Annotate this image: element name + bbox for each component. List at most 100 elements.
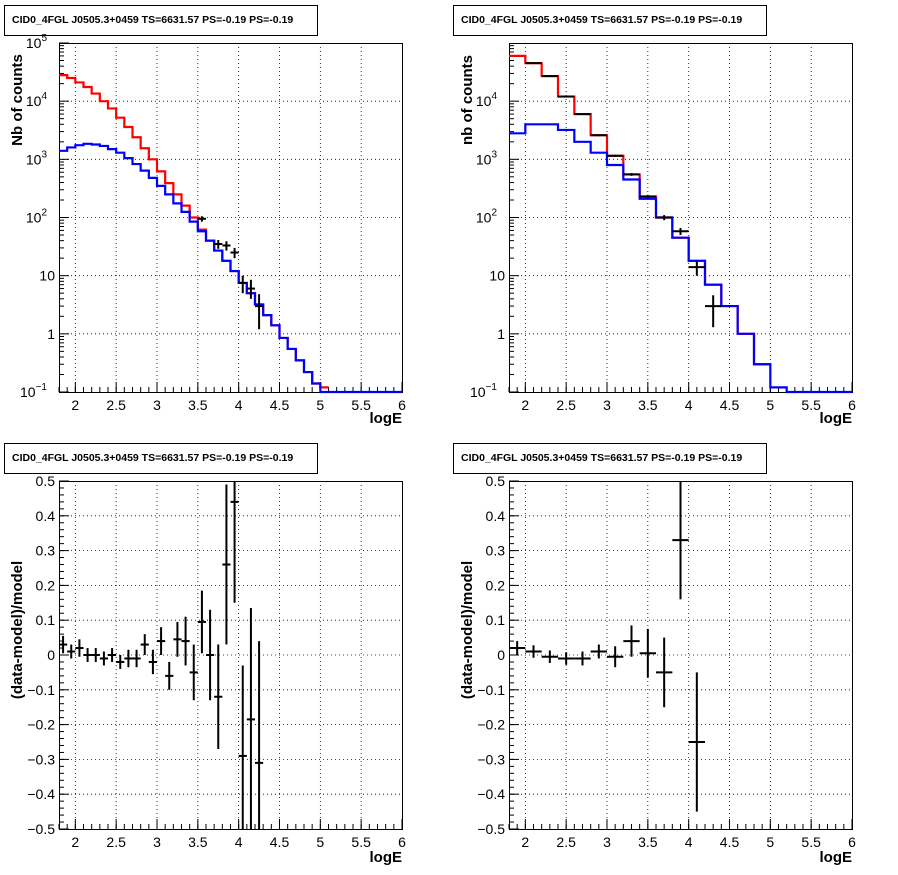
y-tick-label: −0.5	[477, 821, 505, 837]
y-tick-label: 102	[26, 208, 48, 226]
data-point	[607, 154, 624, 157]
x-axis-label: logE	[370, 410, 403, 427]
data-point	[189, 644, 198, 701]
data-point	[140, 634, 149, 655]
x-tick-label: 6	[398, 397, 406, 413]
y-tick-label: 103	[26, 149, 48, 167]
x-tick-label: 2.5	[556, 834, 576, 850]
data-point	[656, 215, 673, 221]
data-point	[214, 644, 223, 749]
y-tick-label: −0.5	[27, 821, 55, 837]
y-tick-label: 104	[26, 91, 48, 109]
data-point	[99, 651, 108, 666]
data-point	[238, 665, 247, 829]
data-point	[132, 649, 141, 668]
y-tick-label: −0.3	[477, 751, 505, 767]
x-tick-label: 5	[766, 397, 774, 413]
data-point	[574, 651, 591, 666]
x-tick-label: 5.5	[351, 834, 371, 850]
data-point	[688, 260, 705, 276]
x-tick-label: 6	[848, 397, 856, 413]
data-point	[148, 649, 157, 675]
data-point	[181, 616, 190, 666]
chart-title-box	[453, 5, 767, 36]
data-point	[639, 628, 656, 678]
x-tick-label: 5	[316, 397, 324, 413]
data-point	[509, 641, 526, 655]
data-point	[246, 279, 255, 299]
y-tick-exponent: 2	[41, 208, 47, 219]
series-line-1	[509, 123, 852, 394]
y-tick-base: 1	[47, 326, 55, 342]
x-tick-label: 3	[603, 834, 611, 850]
chart-title: CID0_4FGL J0505.3+0459 TS=6631.57 PS=-0.…	[461, 14, 742, 26]
x-tick-label: 4.5	[270, 397, 290, 413]
plot-frame	[59, 43, 403, 393]
data-point	[173, 621, 182, 657]
y-tick-label: 105	[26, 33, 48, 51]
y-tick-label: 103	[476, 149, 498, 167]
data-point	[688, 672, 705, 812]
x-tick-label: 3	[153, 397, 161, 413]
y-tick-label: −0.4	[27, 786, 55, 802]
data-point	[230, 481, 239, 603]
x-tick-label: 2	[71, 397, 79, 413]
data-point	[246, 608, 255, 829]
y-tick-base: 10	[26, 210, 42, 226]
y-tick-base: 10	[26, 93, 42, 109]
y-tick-label: 1	[497, 326, 505, 342]
y-tick-base: 10	[489, 268, 505, 284]
x-tick-label: 5.5	[801, 397, 821, 413]
y-tick-base: 10	[26, 151, 42, 167]
data-point	[157, 627, 166, 655]
x-tick-label: 2	[521, 397, 529, 413]
x-tick-label: 4	[235, 834, 243, 850]
y-axis-label: (data-model)/model	[9, 561, 26, 699]
y-tick-label: −0.2	[477, 717, 505, 733]
x-tick-label: 2	[521, 834, 529, 850]
data-point	[558, 652, 575, 665]
y-tick-exponent: 2	[491, 208, 497, 219]
y-tick-base: 1	[497, 326, 505, 342]
data-point	[672, 227, 689, 236]
data-point	[255, 294, 264, 330]
chart-title: CID0_4FGL J0505.3+0459 TS=6631.57 PS=-0.…	[12, 14, 293, 26]
x-tick-label: 5	[316, 834, 324, 850]
x-tick-label: 4.5	[720, 397, 740, 413]
y-tick-label: 102	[476, 208, 498, 226]
x-tick-label: 3	[603, 397, 611, 413]
y-tick-label: −0.1	[477, 682, 505, 698]
y-tick-label: 10−1	[20, 382, 47, 400]
chart-title-box	[4, 443, 318, 474]
data-point	[230, 247, 239, 259]
x-tick-label: 5	[766, 834, 774, 850]
x-tick-label: 4	[685, 397, 693, 413]
data-point	[590, 134, 607, 137]
x-tick-label: 3	[153, 834, 161, 850]
y-tick-base: 10	[26, 35, 42, 51]
series-line-0	[509, 54, 771, 366]
chart-title-box	[4, 5, 318, 36]
data-point	[623, 173, 640, 176]
y-tick-exponent: 3	[41, 149, 47, 160]
y-tick-label: 0.3	[486, 543, 506, 559]
x-tick-label: 4.5	[270, 834, 290, 850]
y-tick-label: −0.4	[477, 786, 505, 802]
y-tick-exponent: 4	[41, 91, 47, 102]
y-tick-label: 0.1	[486, 612, 506, 628]
y-tick-exponent: −1	[36, 382, 48, 393]
data-point	[639, 194, 656, 199]
y-axis-label: Nb of counts	[9, 54, 26, 146]
y-axis-label: (data-model)/model	[459, 561, 476, 699]
x-tick-label: 2.5	[106, 397, 126, 413]
data-point	[525, 645, 542, 658]
y-tick-exponent: −1	[486, 382, 498, 393]
data-point	[206, 609, 215, 701]
data-point	[197, 216, 206, 222]
data-point	[574, 113, 591, 116]
y-tick-base: 10	[476, 93, 492, 109]
y-tick-label: 10	[489, 268, 505, 284]
data-point	[197, 590, 206, 654]
data-point	[222, 241, 231, 251]
data-point	[116, 655, 125, 669]
